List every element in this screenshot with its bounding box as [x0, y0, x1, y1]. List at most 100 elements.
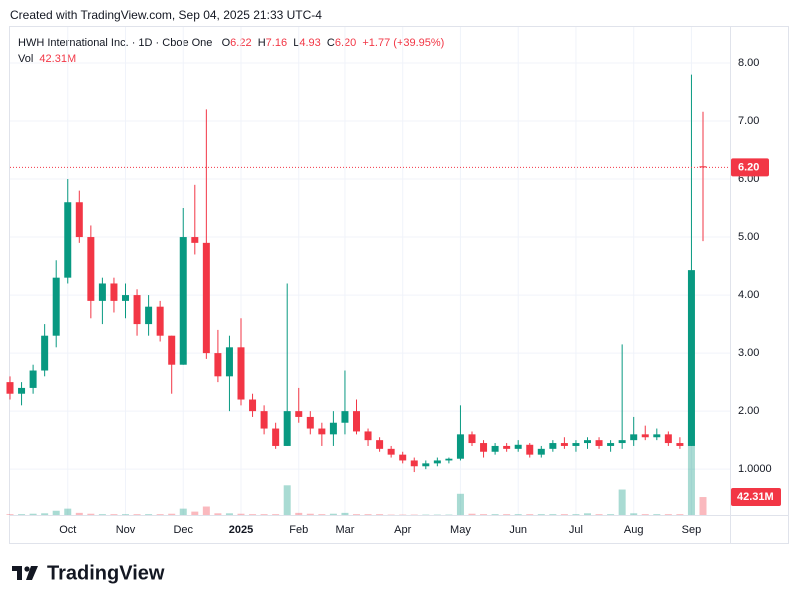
- volume-bar: [98, 514, 106, 515]
- volume-bar: [641, 514, 649, 515]
- x-tick-label: May: [450, 524, 471, 536]
- close-label: C: [326, 37, 335, 49]
- volume-bar: [676, 514, 684, 515]
- candle-body: [329, 422, 337, 435]
- volume-bar: [52, 510, 60, 515]
- low: 4.93: [299, 37, 321, 49]
- candle-body: [353, 411, 360, 432]
- candle-body: [318, 428, 326, 435]
- open-label: O: [221, 37, 231, 49]
- candle-body: [653, 434, 661, 438]
- close: 6.20: [334, 37, 357, 49]
- candle-body: [549, 443, 557, 449]
- candle-body: [41, 335, 49, 371]
- volume-bar: [249, 514, 257, 515]
- change-pct: (+39.95%): [393, 37, 445, 49]
- candle-body: [422, 463, 430, 467]
- candle-body: [214, 353, 222, 377]
- candle-body: [145, 306, 153, 325]
- candle-body: [584, 440, 591, 444]
- candle-body: [387, 448, 395, 455]
- candle-body: [202, 242, 210, 354]
- candle-body: [607, 443, 615, 446]
- candle-body: [6, 382, 14, 394]
- candle-body: [595, 440, 603, 446]
- candle-body: [410, 460, 418, 467]
- candle-body: [341, 411, 349, 423]
- volume-bar: [584, 513, 591, 515]
- candle-body: [537, 448, 545, 455]
- last-price-box: [731, 158, 769, 177]
- candle-body: [75, 202, 83, 238]
- x-tick-label: 2025: [229, 524, 253, 536]
- candle-body: [618, 440, 626, 444]
- candle-body: [283, 411, 291, 446]
- volume-bar: [664, 514, 672, 515]
- logo-mark: [12, 566, 38, 580]
- candle-body: [272, 428, 280, 446]
- last-volume-label: 42.31M: [737, 491, 774, 503]
- legend-line: HWH International Inc. · 1D · Cboe One O…: [18, 37, 444, 49]
- x-tick-label: Nov: [116, 524, 136, 536]
- volume-bar: [87, 513, 95, 515]
- volume-bar: [145, 514, 153, 515]
- volume-bar: [341, 512, 349, 515]
- volume-bar: [260, 514, 268, 515]
- candle-body: [295, 411, 303, 417]
- volume-bar: [156, 514, 164, 515]
- x-tick-label: Sep: [682, 524, 702, 536]
- volume-bar: [480, 514, 488, 515]
- volume-bar: [214, 513, 222, 515]
- candle-body: [491, 445, 499, 452]
- y-tick-label: 2.00: [738, 405, 759, 417]
- candle-body: [687, 270, 695, 446]
- candle-body: [168, 335, 176, 365]
- candle-body: [445, 458, 453, 461]
- candle-body: [52, 277, 60, 336]
- volume-bar: [653, 514, 661, 515]
- volume-bar: [699, 497, 707, 515]
- change: +1.77: [362, 37, 391, 49]
- volume-bar: [630, 513, 638, 515]
- volume-bar: [572, 514, 580, 515]
- last-volume-box: [731, 488, 781, 507]
- last-price-label: 6.20: [738, 161, 759, 173]
- volume-bar: [75, 512, 83, 515]
- vol-line: Vol 42.31M: [18, 53, 76, 65]
- candle-body: [29, 370, 37, 388]
- candle-body: [526, 444, 534, 455]
- volume-bar: [329, 513, 337, 515]
- vol-label: Vol: [18, 53, 34, 65]
- y-tick-label: 7.00: [738, 115, 759, 127]
- logo-text: TradingView: [47, 562, 165, 584]
- volume-bar: [364, 514, 372, 515]
- x-tick-label: Jul: [569, 524, 583, 536]
- candle-body: [87, 237, 95, 301]
- volume-bar: [687, 391, 695, 515]
- candle-body: [456, 434, 464, 459]
- y-tick-label: 8.00: [738, 57, 759, 69]
- frame: [9, 26, 789, 544]
- y-tick-label: 3.00: [738, 347, 759, 359]
- candle-body: [179, 237, 187, 365]
- volume-bar: [110, 514, 118, 515]
- volume-bar: [18, 514, 26, 515]
- volume-bar: [353, 514, 360, 515]
- candle-body: [122, 295, 129, 301]
- candle-body: [110, 283, 118, 301]
- candle-body: [191, 237, 199, 243]
- volume-bar: [41, 513, 49, 515]
- volume-bar: [122, 514, 129, 515]
- candle-body: [468, 434, 476, 444]
- volume-bar: [306, 513, 314, 515]
- candle-body: [64, 202, 72, 278]
- low-label: L: [293, 37, 300, 49]
- volume-bar: [456, 493, 464, 515]
- volume-bar: [133, 514, 141, 515]
- volume-bar: [376, 514, 384, 515]
- volume-bar: [618, 489, 626, 515]
- volume-bar: [168, 513, 176, 515]
- volume-bar: [295, 512, 303, 515]
